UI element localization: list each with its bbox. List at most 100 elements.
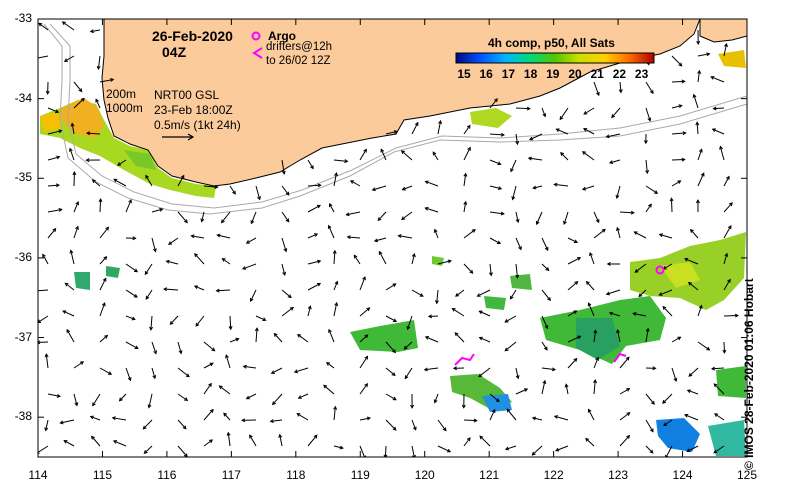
current-vector-head — [98, 198, 103, 203]
current-vector-head — [184, 397, 189, 401]
current-vector-head — [712, 106, 717, 111]
current-vector-head — [658, 233, 663, 238]
current-vector — [246, 237, 257, 244]
current-vector — [177, 341, 182, 354]
current-vector — [99, 78, 114, 83]
current-vector — [437, 120, 442, 135]
current-vector-head — [278, 433, 283, 438]
current-vector-head — [218, 385, 223, 390]
current-vector-head — [38, 22, 43, 27]
current-vector-head — [323, 384, 328, 389]
current-vector-head — [353, 254, 358, 259]
current-vector — [385, 419, 397, 431]
current-vector-head — [478, 373, 483, 378]
isobath-lines — [43, 23, 747, 215]
current-vector — [593, 81, 600, 96]
lon-tick-123: 123 — [608, 468, 629, 482]
current-vector — [687, 389, 699, 395]
current-vector-head — [555, 128, 560, 132]
current-vector-head — [678, 104, 683, 109]
current-vector-head — [133, 268, 139, 273]
current-vector-head — [433, 399, 438, 404]
current-vector — [567, 281, 578, 291]
current-vector-head — [452, 366, 457, 371]
current-vector — [191, 235, 205, 239]
current-vector-head — [467, 146, 471, 151]
current-vector-head — [585, 280, 590, 285]
current-vector-head — [101, 302, 106, 307]
current-vector — [554, 183, 569, 187]
current-vector-head — [542, 379, 547, 385]
current-vector — [541, 237, 549, 251]
argo-legend-label: Argo — [268, 29, 296, 43]
current-vector — [143, 419, 153, 430]
current-vector-head — [545, 267, 550, 272]
current-vector-head — [577, 257, 582, 261]
current-vector — [659, 289, 673, 296]
current-vector — [645, 445, 654, 454]
current-vector — [619, 211, 634, 214]
current-vector-head — [270, 370, 275, 374]
current-vector-head — [334, 301, 339, 307]
current-vector-head — [333, 405, 338, 410]
current-vector — [125, 199, 132, 213]
current-vector — [242, 263, 257, 270]
current-vector — [281, 159, 285, 174]
current-vector-head — [662, 305, 667, 310]
current-vector-head — [714, 413, 719, 417]
current-vector — [281, 289, 292, 298]
current-vector-head — [42, 253, 46, 258]
current-vector-head — [633, 231, 638, 235]
current-vector-head — [593, 329, 598, 334]
current-vector-head — [325, 361, 331, 366]
current-vector — [326, 362, 335, 369]
current-vector — [92, 179, 101, 187]
current-vector — [713, 445, 725, 454]
current-vector-head — [105, 226, 110, 231]
current-vector — [563, 211, 569, 225]
current-vector-head — [307, 305, 312, 310]
current-vector-head — [451, 307, 456, 312]
current-vector — [273, 333, 283, 343]
current-vector-head — [406, 325, 411, 331]
current-vector — [541, 315, 548, 329]
current-vector-head — [392, 349, 396, 354]
current-vector-head — [496, 240, 502, 245]
current-vector — [219, 385, 231, 395]
current-vector — [145, 289, 153, 300]
current-vector-head — [654, 190, 659, 194]
current-vector — [323, 384, 335, 395]
current-vector — [91, 436, 101, 447]
current-vector — [541, 341, 548, 351]
current-vector — [463, 173, 467, 187]
current-vector — [619, 356, 630, 369]
current-vector — [243, 365, 257, 369]
current-vector-head — [90, 435, 95, 440]
current-vector-head — [515, 218, 520, 224]
current-vector-head — [433, 228, 438, 233]
current-vector — [164, 288, 179, 291]
current-vector — [380, 149, 387, 161]
current-vector — [97, 55, 101, 70]
current-vector-head — [392, 283, 397, 287]
current-vector — [515, 133, 519, 145]
lon-tick-119: 119 — [350, 468, 370, 482]
current-vector — [589, 252, 595, 265]
current-vector — [177, 211, 188, 223]
current-vector-head — [317, 259, 322, 264]
lat-tick--38: -38 — [14, 409, 32, 424]
current-vector-head — [400, 150, 405, 155]
current-vector-head — [190, 234, 195, 239]
colorbar-tick-17: 17 — [501, 67, 516, 81]
current-vector — [463, 229, 476, 239]
current-vector — [684, 414, 699, 421]
current-vector-head — [392, 426, 397, 431]
current-vector — [99, 226, 109, 239]
current-vector — [125, 315, 135, 320]
current-vector-head — [647, 117, 652, 122]
current-vector — [113, 178, 127, 187]
colorbar-tick-16: 16 — [479, 67, 493, 81]
current-vector-head — [411, 253, 416, 258]
current-vector — [69, 148, 75, 161]
current-vector — [555, 445, 569, 452]
